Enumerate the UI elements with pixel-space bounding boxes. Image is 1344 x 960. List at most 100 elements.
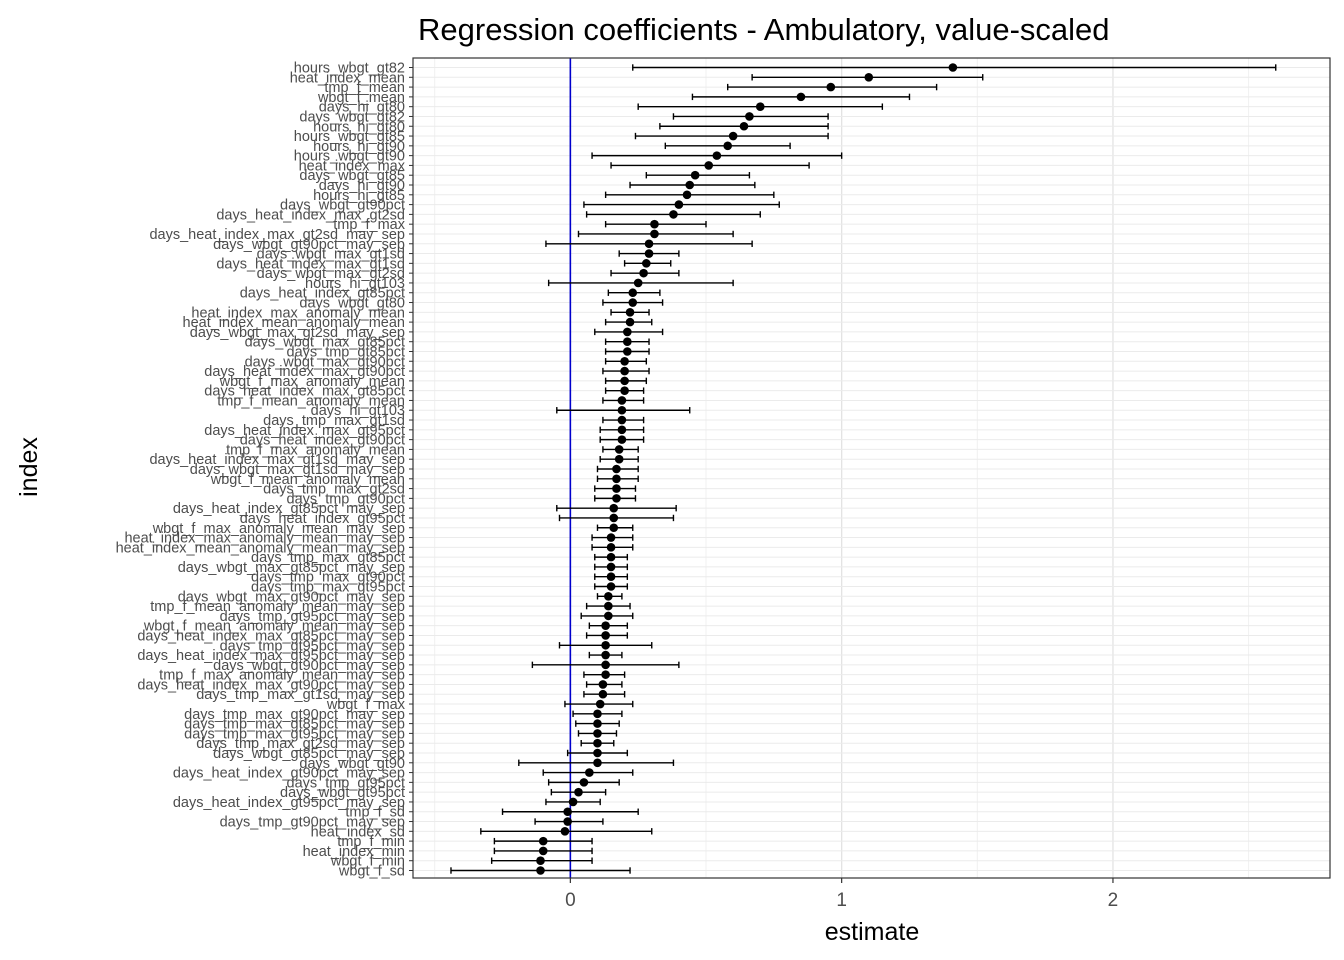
y-tick-label: days_wbgt_gt90 [299, 756, 405, 772]
coefficient-row [645, 170, 751, 180]
coefficient-row [604, 356, 648, 366]
estimate-point [560, 827, 570, 836]
estimate-point [796, 92, 806, 102]
estimate-point [617, 415, 627, 425]
estimate-point [601, 650, 610, 660]
coefficient-row [550, 787, 607, 797]
estimate-point [563, 817, 572, 826]
estimate-point [593, 748, 602, 758]
estimate-point [598, 689, 608, 699]
y-tick-labels: hours_wbgt_gt82heat_index_meantmp_f_mean… [116, 61, 413, 880]
y-tick-label: days_tmp_max_gt85pct_may_sep [184, 717, 405, 733]
estimate-point [642, 259, 651, 268]
y-tick-label: tmp_f_mean_anomaly_mean [217, 393, 405, 409]
coefficient-row [596, 464, 639, 474]
estimate-point [712, 151, 722, 160]
estimate-point [606, 543, 616, 552]
coefficient-row [480, 827, 653, 836]
coefficient-row [531, 660, 680, 670]
estimate-point [948, 63, 958, 72]
coefficient-row [618, 249, 680, 258]
estimate-point [739, 121, 749, 131]
y-tick-label: days_wbgt_max_gt90pct [245, 354, 405, 370]
y-tick-label: wbgt_f_mean_anomaly_mean [210, 472, 405, 488]
coefficient-row [602, 366, 650, 376]
y-tick-label: tmp_f_mean_anomaly_mean_may_sep [150, 599, 405, 615]
x-axis: 0 1 2 [565, 878, 1118, 911]
coefficient-row [594, 494, 637, 503]
y-tick-label: heat_index_mean_anomaly_mean_may_sep [116, 540, 405, 556]
y-tick-label: hours_hi_gt103 [305, 276, 405, 292]
estimate-point [536, 856, 545, 866]
y-tick-label: days_wbgt_max_gt2sd_may_sep [190, 325, 405, 341]
y-axis-title: index [15, 437, 43, 497]
coefficient-row [691, 92, 911, 102]
estimate-point [612, 474, 621, 484]
coefficient-row [604, 337, 650, 346]
estimate-point [585, 768, 594, 777]
y-tick-label: days_heat_index_max_gt1sd_may_sep [149, 452, 405, 468]
y-tick-label: hours_hi_gt80 [313, 119, 405, 135]
coefficient-row [599, 425, 645, 435]
coefficient-row [664, 141, 791, 151]
estimate-point [601, 640, 610, 650]
y-tick-label: days_wbgt_max_gt90pct_may_sep [178, 589, 405, 605]
coefficient-row [591, 543, 634, 552]
coefficient-row [594, 484, 637, 493]
coefficient-row [596, 474, 639, 484]
estimate-point [650, 219, 659, 229]
y-tick-label: hours_wbgt_gt90 [294, 149, 405, 165]
y-tick-label: days_tmp_max_gt2sd_may_sep [196, 736, 405, 752]
y-tick-label: days_tmp_max_gt1sd_may_sep [196, 687, 405, 703]
estimate-point [606, 572, 616, 582]
estimate-point [598, 680, 608, 689]
estimate-point [620, 376, 629, 386]
coefficient-row [585, 631, 629, 640]
coefficient-row [610, 308, 650, 317]
coefficient-row [602, 298, 664, 307]
estimate-point [617, 405, 627, 415]
y-tick-label: days_tmp_max_gt95pct_may_sep [184, 726, 405, 742]
estimate-point [826, 82, 836, 92]
y-tick-label: days_heat_index_max_gt1sd [216, 256, 405, 272]
coefficient-row [558, 513, 675, 523]
coefficient-row [659, 121, 829, 131]
estimate-point [617, 435, 627, 444]
coefficient-row [518, 758, 675, 768]
y-tick-label: days_tmp_gt90pct_may_sep [220, 815, 405, 831]
y-tick-label: days_wbgt_gt85 [299, 168, 405, 184]
estimate-point [604, 611, 613, 621]
y-tick-label: hours_hi_gt85 [313, 188, 405, 204]
y-tick-label: days_heat_index_max_gt85pct_may_sep [137, 628, 405, 644]
y-tick-label: days_heat_index_gt90pct_may_sep [173, 766, 405, 782]
y-tick-label: days_wbgt_max_gt2sd [257, 266, 405, 282]
coefficient-row [604, 219, 707, 229]
estimate-point [612, 484, 621, 493]
coefficient-row [629, 180, 756, 190]
estimate-point [593, 758, 602, 768]
y-tick-label: wbgt_f_mean_anomaly_mean_may_sep [143, 619, 405, 635]
y-tick-label: hours_wbgt_gt82 [294, 61, 405, 77]
coefficient-row [591, 533, 634, 542]
coefficient-row [558, 640, 653, 650]
coefficient-row [751, 72, 984, 82]
y-tick-label: days_heat_index_max_gt2sd_may_sep [149, 227, 405, 243]
y-tick-label: days_tmp_gt95pct [287, 775, 406, 791]
coefficient-row [591, 151, 843, 160]
y-tick-label: tmp_f_max_anomaly_mean [226, 442, 405, 458]
estimate-point [723, 141, 733, 151]
estimate-point [568, 797, 578, 807]
coefficient-row [577, 229, 734, 239]
y-tick-label: wbgt_f_max_anomaly_mean [219, 374, 405, 390]
y-tick-label: wbgt_f_max [326, 697, 406, 713]
y-tick-label: days_tmp_max_gt95pct [251, 580, 405, 596]
y-tick-label: days_hi_gt90 [319, 178, 405, 194]
y-tick-label: heat_index_min [303, 844, 405, 860]
y-tick-label: days_heat_index_gt95pct [240, 511, 405, 527]
estimate-point [606, 533, 616, 542]
estimate-point [601, 670, 610, 679]
coefficient-row [596, 592, 623, 601]
estimate-point [685, 180, 695, 190]
y-tick-label: days_tmp_max_gt2sd [263, 482, 405, 498]
